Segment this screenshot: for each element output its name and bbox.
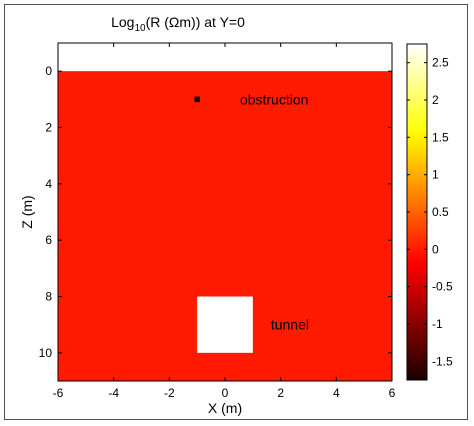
x-tick-label: -2 [164,386,175,400]
x-axis-ticks: -6 -4 -2 0 2 4 6 [53,43,396,400]
x-tick-label: -4 [108,386,119,400]
tunnel-region [197,296,253,353]
colorbar-tick-label: 0.5 [432,205,449,219]
y-tick-label: 10 [39,346,53,360]
colorbar-tick-label: 1.5 [432,130,449,144]
y-tick-label: 2 [45,121,52,135]
x-tick-label: -6 [53,386,64,400]
y-tick-label: 4 [45,177,52,191]
x-tick-label: 6 [389,386,396,400]
colorbar-ticks: -1.5 -1 -0.5 0 0.5 1 1.5 2 2.5 [407,56,453,368]
x-axis-label: X (m) [208,400,242,416]
colorbar-tick-label: -1.5 [432,354,453,368]
colorbar-tick-label: -1 [432,317,443,331]
colorbar-tick-label: 0 [432,242,439,256]
x-tick-label: 0 [222,386,229,400]
chart-title: Log10(R (Ωm)) at Y=0 [111,14,245,34]
tunnel-label: tunnel [271,317,309,333]
x-tick-label: 4 [333,386,340,400]
y-axis-ticks: 0 2 4 6 8 10 [39,64,392,360]
y-axis-label: Z (m) [19,195,35,228]
obstruction-marker [194,96,200,103]
y-tick-label: 0 [45,64,52,78]
colorbar-tick-label: 2 [432,93,439,107]
y-tick-label: 6 [45,233,52,247]
colorbar-tick-label: -0.5 [432,280,453,294]
colorbar-tick-label: 1 [432,168,439,182]
x-tick-label: 2 [277,386,284,400]
obstruction-label: obstruction [240,91,308,107]
y-tick-label: 8 [45,290,52,304]
colorbar-tick-label: 2.5 [432,56,449,70]
